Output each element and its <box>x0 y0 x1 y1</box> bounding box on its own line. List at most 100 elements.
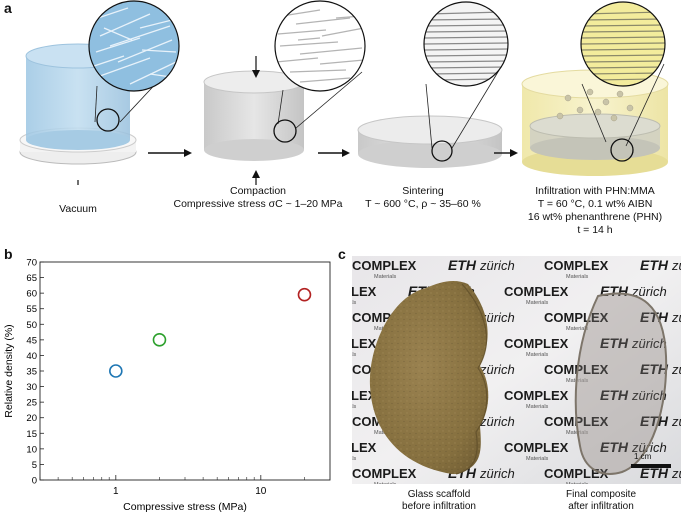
background-logo-text: ETH <box>640 465 669 481</box>
vacuum-zoom-circle <box>88 0 180 92</box>
background-logo-text: Materials <box>352 404 357 410</box>
x-tick-label: 10 <box>255 486 267 497</box>
background-logo-text: zürich <box>479 466 515 481</box>
background-logo-text: Materials <box>526 300 549 306</box>
caption-line: Sintering <box>402 185 444 197</box>
background-logo-text: zürich <box>479 310 515 325</box>
background-logo-text: COMPLEX <box>352 258 417 273</box>
compaction-cylinder <box>203 70 305 161</box>
background-logo-text: zürich <box>671 310 681 325</box>
background-logo-text: zürich <box>671 362 681 377</box>
y-tick-label: 10 <box>26 444 37 455</box>
scale-bar <box>631 464 671 468</box>
background-logo-text: ETH <box>640 257 669 273</box>
background-logo-text: COMPLEX <box>504 388 569 403</box>
infiltration-zoom-circle <box>580 1 666 87</box>
caption-line: 16 wt% phenanthrene (PHN) <box>527 211 663 223</box>
caption-line: T = 60 °C, 0.1 wt% AIBN <box>537 198 653 210</box>
panel-b-label: b <box>4 246 13 262</box>
y-tick-label: 40 <box>26 351 37 362</box>
caption-line: Vacuum <box>59 203 97 215</box>
infiltration-container <box>521 69 669 176</box>
background-logo-text: ETH <box>640 361 669 377</box>
data-point <box>109 364 123 378</box>
compaction-zoom-circle <box>274 0 366 92</box>
caption-line: Glass scaffold <box>407 489 471 500</box>
x-axis-label: Compressive stress (MPa) <box>123 501 247 513</box>
caption-line: Infiltration with PHN:MMA <box>535 185 655 197</box>
y-tick-label: 60 <box>26 289 37 300</box>
background-logo-text: zürich <box>671 258 681 273</box>
y-tick-label: 35 <box>26 367 37 378</box>
y-tick-label: 55 <box>26 304 37 315</box>
panel-a-illustration <box>19 0 669 185</box>
background-logo-text: Materials <box>352 456 357 462</box>
panel-a-label: a <box>4 0 12 16</box>
caption-line: after infiltration <box>568 501 634 512</box>
sintering-disc <box>357 115 503 168</box>
y-tick-label: 45 <box>26 335 37 346</box>
y-tick-label: 5 <box>32 460 37 471</box>
caption-line: Compaction <box>229 185 287 197</box>
data-point <box>152 333 167 347</box>
background-logo-text: zürich <box>479 414 515 429</box>
sintering-zoom-circle <box>423 1 509 87</box>
background-logo-text: COMPLEX <box>352 440 377 455</box>
background-logo-text: Materials <box>566 274 589 280</box>
scale-bar-label: 1 cm <box>634 452 652 461</box>
y-tick-label: 65 <box>26 273 37 284</box>
caption-line: t = 14 h <box>577 224 613 236</box>
caption-sintering: Sintering T ~ 600 °C, ρ ~ 35–60 % <box>348 185 498 211</box>
caption-compaction: Compaction Compressive stress σC ~ 1–20 … <box>158 185 358 211</box>
background-logo-text: zürich <box>631 284 667 299</box>
background-logo-text: COMPLEX <box>504 336 569 351</box>
sample-photo: COMPLEX Materials ETH zürich COMPLEX Material… <box>352 256 681 484</box>
background-logo-text: Materials <box>352 300 357 306</box>
caption-vacuum: Vacuum <box>28 203 128 216</box>
y-tick-label: 70 <box>26 258 37 269</box>
background-logo-text: ETH <box>600 387 629 403</box>
caption-line: before infiltration <box>402 501 476 512</box>
data-point <box>297 287 312 302</box>
background-logo-text: Materials <box>374 274 397 280</box>
y-tick-label: 15 <box>26 429 37 440</box>
y-tick-label: 50 <box>26 320 37 331</box>
background-logo-text: COMPLEX <box>352 284 377 299</box>
background-logo-text: COMPLEX <box>544 414 609 429</box>
background-logo-text: Materials <box>352 352 357 358</box>
background-logo-text: Materials <box>526 456 549 462</box>
caption-line: Final composite <box>565 489 637 500</box>
y-tick-label: 25 <box>26 398 37 409</box>
background-logo-text: COMPLEX <box>544 362 609 377</box>
density-chart: 0 5 10 15 20 25 30 35 40 45 50 55 60 65 70 1 10 Compressi… <box>3 258 331 513</box>
background-logo-text: COMPLEX <box>544 258 609 273</box>
background-logo-text: COMPLEX <box>352 336 377 351</box>
background-logo-text: ETH <box>600 335 629 351</box>
background-logo-text: zürich <box>671 414 681 429</box>
caption-line: Compressive stress σC ~ 1–20 MPa <box>173 198 343 210</box>
background-logo-text: zürich <box>479 258 515 273</box>
caption-line: T ~ 600 °C, ρ ~ 35–60 % <box>365 198 481 210</box>
panel-c-label: c <box>338 246 346 262</box>
background-logo-text: COMPLEX <box>504 440 569 455</box>
background-logo-text: Materials <box>566 482 589 484</box>
background-logo-text: zürich <box>479 362 515 377</box>
background-logo-text: Materials <box>374 482 397 484</box>
background-logo-text: Materials <box>526 404 549 410</box>
background-logo-text: ETH <box>448 257 477 273</box>
background-logo-text: ETH <box>600 283 629 299</box>
background-logo-text: ETH <box>600 439 629 455</box>
glass-scaffold <box>369 281 489 475</box>
plot-frame <box>39 261 331 481</box>
x-tick-label: 1 <box>113 486 119 497</box>
background-logo-text: Materials <box>566 326 589 332</box>
y-axis-label: Relative density (%) <box>3 324 15 417</box>
background-logo-text: zürich <box>631 336 667 351</box>
background-logo-text: zürich <box>671 466 681 481</box>
background-logo-text: COMPLEX <box>352 466 417 481</box>
background-logo-text: zürich <box>631 388 667 403</box>
caption-final-composite: Final composite after infiltration <box>546 489 656 513</box>
y-tick-label: 30 <box>26 382 37 393</box>
background-logo-text: COMPLEX <box>504 284 569 299</box>
